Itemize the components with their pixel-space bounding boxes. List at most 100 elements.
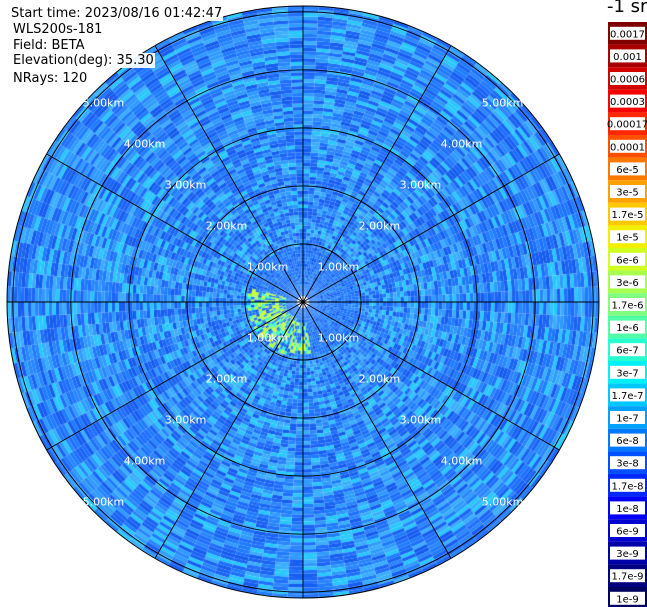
legend-label-box (610, 49, 645, 63)
range-ring-label: 1.00km (318, 331, 360, 344)
legend-label: 0.00017 (607, 120, 647, 131)
legend-label: 6e-9 (616, 527, 639, 538)
legend-label-box (610, 298, 645, 311)
legend-entry: 1.7e-9 (608, 564, 647, 587)
range-ring-label: 4.00km (441, 137, 483, 150)
legend-entry: 3e-8 (608, 451, 647, 474)
legend-label-box (610, 456, 645, 470)
legend-label-box (610, 185, 645, 198)
legend-label-box (610, 139, 645, 153)
field-label: Field: BETA (12, 38, 86, 53)
legend-entry: 0.00017 (607, 112, 647, 135)
elevation-label: Elevation(deg): 35.30 (12, 53, 155, 68)
legend-label: 1e-7 (616, 414, 639, 425)
range-ring-label: 5.00km (482, 496, 524, 509)
range-ring-label: 1.00km (247, 331, 289, 344)
legend-label-box (610, 411, 645, 424)
range-ring-label: 2.00km (359, 372, 401, 385)
range-ring-label: 4.00km (441, 455, 483, 468)
legend-label-box (610, 26, 645, 40)
legend-entry: 3e-7 (608, 361, 647, 384)
legend-entry: 6e-6 (608, 248, 647, 271)
legend-entry: 1e-9 (608, 587, 647, 607)
legend-entry: 0.0006 (608, 67, 647, 90)
legend-entry: 1.7e-8 (608, 474, 647, 497)
legend-entry: 1e-5 (608, 225, 647, 248)
legend-label: 0.0003 (610, 97, 645, 108)
legend-entry: 3e-5 (608, 180, 647, 203)
legend-entry: 1.7e-6 (608, 293, 647, 316)
legend-label: 1e-8 (616, 504, 639, 515)
azimuth-spoke (154, 301, 304, 559)
azimuth-spoke (302, 301, 452, 559)
legend-label-box (610, 524, 645, 537)
legend-label-box (610, 275, 645, 289)
range-ring-label: 2.00km (206, 220, 248, 233)
legend-label-box (610, 546, 645, 560)
legend-label: 3e-9 (616, 549, 639, 560)
legend-entry: 6e-5 (608, 157, 647, 181)
legend-label-box (610, 72, 645, 85)
legend-label: 1.7e-6 (611, 301, 643, 312)
legend-label: 6e-8 (616, 436, 639, 447)
legend-entry: 0.0003 (608, 89, 647, 113)
range-ring-label: 5.00km (83, 96, 125, 109)
legend-entry: 3e-6 (608, 270, 647, 294)
legend-label: 0.001 (613, 52, 642, 63)
legend-entry: 1e-6 (608, 315, 647, 339)
legend-label-box (610, 365, 645, 379)
legend-entry: 1e-7 (608, 406, 647, 429)
azimuth-spoke (154, 45, 304, 303)
legend-entry: 0.001 (608, 44, 647, 68)
legend-label-box (610, 343, 645, 357)
legend-label-box (610, 388, 645, 402)
legend-label: 1.7e-8 (611, 481, 643, 492)
range-ring-label: 3.00km (165, 179, 207, 192)
legend-label: 3e-5 (616, 188, 639, 199)
legend-entry: 6e-8 (608, 428, 647, 452)
legend-label-box (610, 162, 645, 176)
range-ring-label: 3.00km (165, 413, 207, 426)
legend-label: 1.7e-9 (611, 572, 643, 583)
legend-entry: 6e-7 (608, 338, 647, 361)
legend-label: 6e-7 (616, 346, 639, 357)
legend-label: 1.7e-5 (611, 210, 643, 221)
legend-entry: 0.0001 (608, 135, 647, 158)
range-ring-label: 4.00km (124, 137, 166, 150)
range-ring-label: 1.00km (247, 261, 289, 274)
legend-label-box (610, 591, 645, 605)
start-time-label: Start time: 2023/08/16 01:42:47 (10, 6, 224, 21)
legend-entry: 1e-8 (608, 496, 647, 520)
legend-label: 0.0017 (610, 29, 645, 40)
legend-entry: 1.7e-7 (608, 383, 647, 407)
legend-entry: 3e-9 (608, 541, 647, 565)
legend-label: 6e-6 (616, 255, 639, 266)
legend-label: 1e-5 (616, 233, 639, 244)
legend-unit-title: -1 sr (607, 0, 647, 17)
nrays-label: NRays: 120 (12, 71, 89, 86)
legend-label-box (610, 569, 645, 583)
range-ring-label: 3.00km (400, 179, 442, 192)
range-ring-label: 5.00km (83, 496, 125, 509)
legend-label: 3e-6 (616, 278, 639, 289)
legend-label: 6e-5 (616, 165, 639, 176)
legend-label-box (610, 433, 645, 447)
legend-label: 3e-8 (616, 459, 639, 470)
range-ring-label: 2.00km (359, 220, 401, 233)
legend-label-box (610, 230, 645, 244)
azimuth-spoke (302, 45, 452, 303)
range-ring-label: 2.00km (206, 372, 248, 385)
legend-label: 1.7e-7 (611, 391, 643, 402)
legend-label-box (610, 252, 645, 266)
legend-entry: 0.0017 (608, 22, 647, 45)
range-ring-label: 5.00km (482, 96, 524, 109)
legend-label: 1e-9 (616, 594, 639, 605)
legend-label: 0.0001 (610, 142, 645, 153)
legend-label: 3e-7 (616, 368, 639, 379)
range-ring-label: 4.00km (124, 455, 166, 468)
azimuth-spoke (302, 301, 560, 451)
legend-label-box (610, 117, 645, 131)
